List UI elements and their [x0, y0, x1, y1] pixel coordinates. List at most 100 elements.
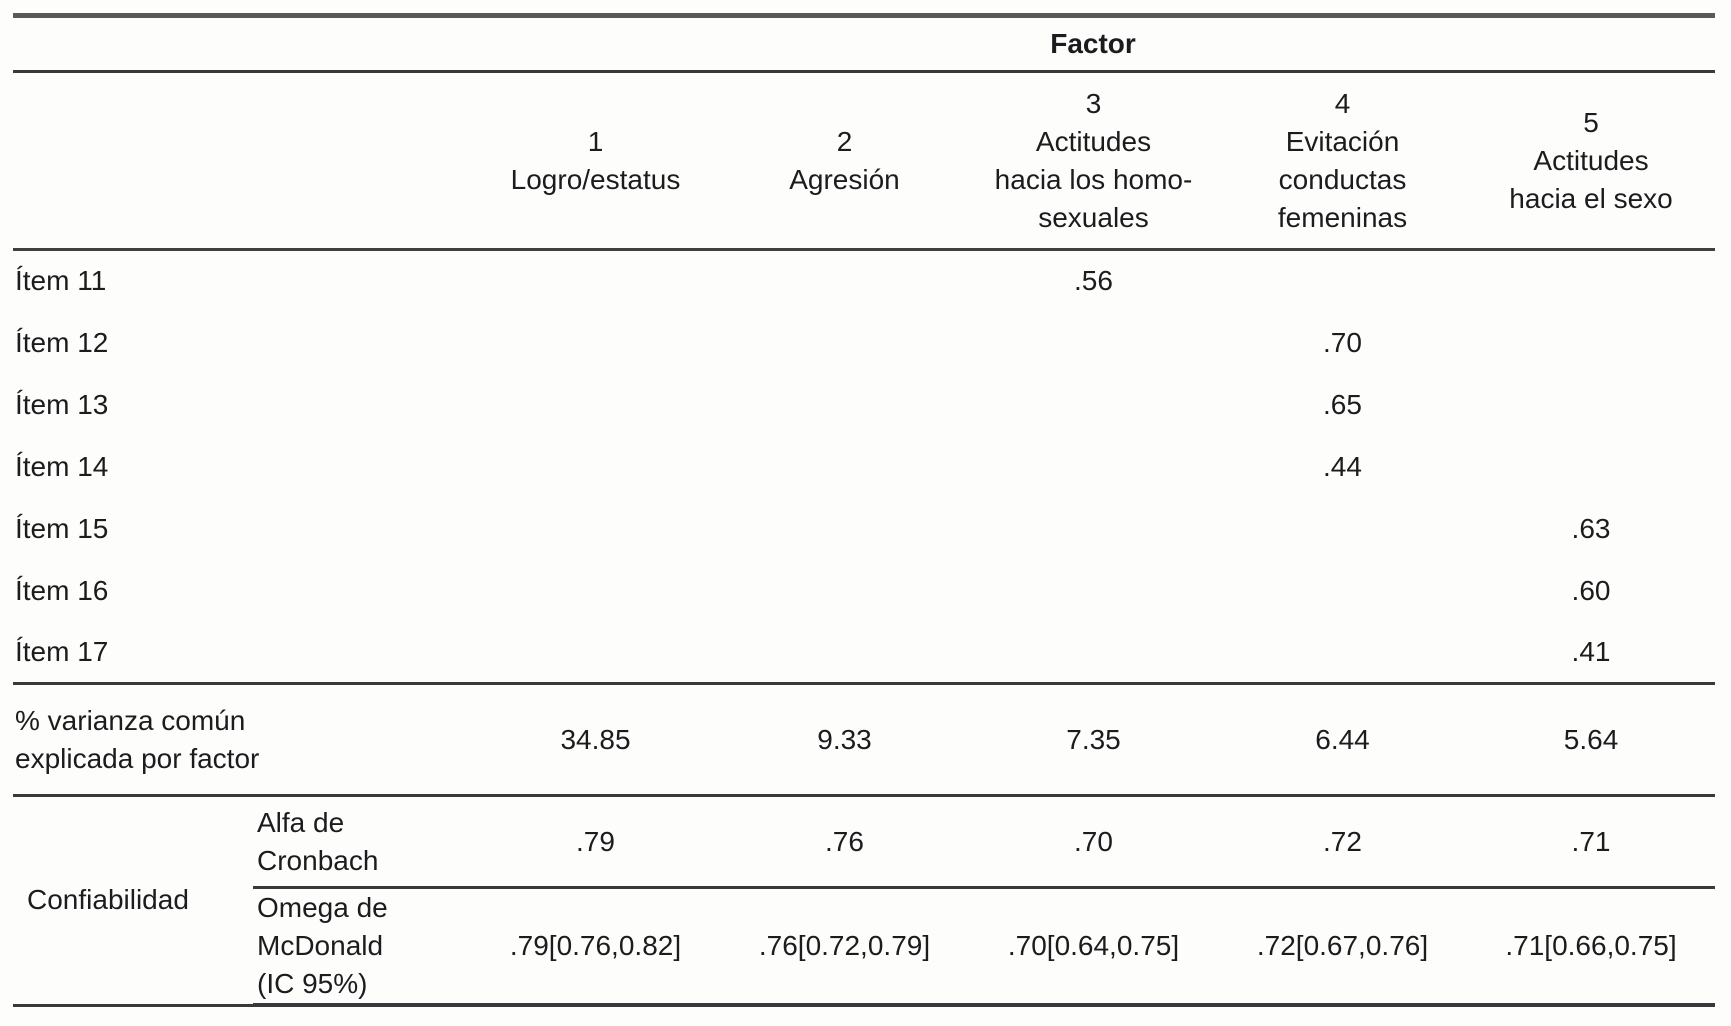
- reliability-group-label: Confiabilidad: [13, 795, 253, 1007]
- row-label: Ítem 17: [15, 635, 109, 667]
- column-label-line: femeninas: [1277, 201, 1408, 233]
- variance-label-line: % varianza común: [15, 704, 246, 736]
- cell-value: [720, 436, 969, 498]
- cell-value: 34.85: [471, 682, 720, 797]
- table-row-item-11: Ítem 11 .56: [13, 250, 1715, 312]
- column-label-line: Logro/estatus: [510, 163, 681, 195]
- cell-value: [1467, 374, 1715, 436]
- cell-value: 7.35: [969, 682, 1218, 797]
- cell-value: [969, 374, 1218, 436]
- column-label-line: Actitudes: [1533, 144, 1649, 176]
- row-label: Ítem 12: [15, 326, 109, 358]
- variance-row: % varianza común explicada por factor 34…: [13, 682, 1716, 797]
- cell-value: [471, 498, 720, 560]
- factor-header: Factor: [471, 13, 1716, 73]
- cell-value: [969, 312, 1218, 374]
- column-label-line: sexuales: [1038, 201, 1149, 233]
- mcdonald-omega-label: Omega de McDonald (IC 95%): [253, 887, 471, 1007]
- cell-value: .76: [720, 795, 969, 889]
- cell-value: 5.64: [1467, 682, 1716, 797]
- cell-value: [1467, 312, 1715, 374]
- table-row-item-14: Ítem 14 .44: [13, 436, 1715, 498]
- cell-value: .60: [1571, 574, 1611, 606]
- sublabel-line: Alfa de: [257, 806, 345, 838]
- cronbach-alpha-row: Confiabilidad Alfa de Cronbach .79 .76 .…: [13, 795, 1716, 1007]
- cell-value: .71: [1467, 795, 1716, 889]
- cell-value: .72[0.67,0.76]: [1218, 887, 1467, 1007]
- column-number: 4: [1334, 87, 1351, 119]
- sublabel-line: (IC 95%): [257, 968, 368, 999]
- cell-value: [969, 560, 1218, 622]
- cell-value: 9.33: [720, 682, 969, 797]
- column-header-2: 2 Agresión: [720, 71, 969, 251]
- cell-value: [1467, 250, 1715, 312]
- factor-loadings-table: Factor 1 Logro/estatus 2 Agresión 3 Acti…: [13, 13, 1716, 1007]
- column-number: 2: [836, 125, 853, 157]
- cell-value: .41: [1571, 635, 1611, 667]
- sublabel-line: Omega de: [257, 892, 388, 923]
- empty-header-cell: [13, 71, 471, 251]
- row-label: Ítem 15: [15, 512, 109, 544]
- cell-value: .79[0.76,0.82]: [471, 887, 720, 1007]
- cell-value: [969, 622, 1218, 684]
- column-label-line: hacia los homo-: [994, 163, 1193, 195]
- column-header-row: 1 Logro/estatus 2 Agresión 3 Actitudes h…: [13, 71, 1716, 251]
- sublabel-line: Cronbach: [257, 844, 379, 876]
- cell-value: [720, 498, 969, 560]
- cell-value: [471, 560, 720, 622]
- cell-value: .63: [1571, 512, 1611, 544]
- cell-value: [969, 498, 1218, 560]
- cell-value: .70[0.64,0.75]: [969, 887, 1218, 1007]
- table-row-item-13: Ítem 13 .65: [13, 374, 1715, 436]
- cell-value: .70: [969, 795, 1218, 889]
- cell-value: [720, 622, 969, 684]
- cell-value: [720, 374, 969, 436]
- column-header-5: 5 Actitudes hacia el sexo: [1467, 71, 1716, 251]
- cell-value: [1218, 498, 1467, 560]
- cell-value: .56: [1074, 265, 1113, 297]
- cell-value: [720, 560, 969, 622]
- mcdonald-omega-row: Omega de McDonald (IC 95%) .79[0.76,0.82…: [13, 887, 1716, 1007]
- column-header-1: 1 Logro/estatus: [471, 71, 720, 251]
- cell-value: [969, 436, 1218, 498]
- column-label-line: conductas: [1278, 163, 1407, 195]
- row-label: Ítem 16: [15, 574, 109, 606]
- column-number: 1: [587, 125, 604, 157]
- column-label-line: Agresión: [789, 163, 900, 195]
- cell-value: [471, 374, 720, 436]
- scanned-paper-table-page: Factor 1 Logro/estatus 2 Agresión 3 Acti…: [0, 13, 1731, 1026]
- cell-value: [1218, 622, 1467, 684]
- table-row-item-12: Ítem 12 .70: [13, 312, 1715, 374]
- column-header-3: 3 Actitudes hacia los homo- sexuales: [969, 71, 1218, 251]
- cell-value: [471, 250, 720, 312]
- cell-value: .76[0.72,0.79]: [720, 887, 969, 1007]
- cell-value: [1218, 560, 1467, 622]
- cell-value: [1467, 436, 1715, 498]
- variance-row-label: % varianza común explicada por factor: [13, 682, 471, 797]
- sublabel-line: McDonald: [257, 930, 384, 961]
- table-row-item-16: Ítem 16 .60: [13, 560, 1715, 622]
- cell-value: [1218, 250, 1467, 312]
- variance-label-line: explicada por factor: [15, 742, 260, 774]
- cell-value: .79: [471, 795, 720, 889]
- cell-value: [720, 312, 969, 374]
- cell-value: [471, 436, 720, 498]
- empty-corner-cell: [13, 13, 471, 73]
- row-label: Ítem 14: [15, 450, 109, 482]
- cell-value: .72: [1218, 795, 1467, 889]
- column-label-line: Evitación: [1285, 125, 1400, 157]
- column-header-4: 4 Evitación conductas femeninas: [1218, 71, 1467, 251]
- column-number: 3: [1085, 87, 1102, 119]
- column-label-line: Actitudes: [1035, 125, 1152, 157]
- table-row-item-15: Ítem 15 .63: [13, 498, 1715, 560]
- column-number: 5: [1583, 106, 1599, 138]
- row-label: Ítem 13: [15, 388, 109, 420]
- cell-value: 6.44: [1218, 682, 1467, 797]
- cell-value: .71[0.66,0.75]: [1467, 887, 1716, 1007]
- cell-value: [471, 622, 720, 684]
- cronbach-alpha-label: Alfa de Cronbach: [253, 795, 471, 889]
- factor-header-row: Factor: [13, 13, 1716, 73]
- row-label: Ítem 11: [15, 265, 107, 297]
- cell-value: .44: [1323, 450, 1362, 482]
- column-label-line: hacia el sexo: [1509, 182, 1673, 214]
